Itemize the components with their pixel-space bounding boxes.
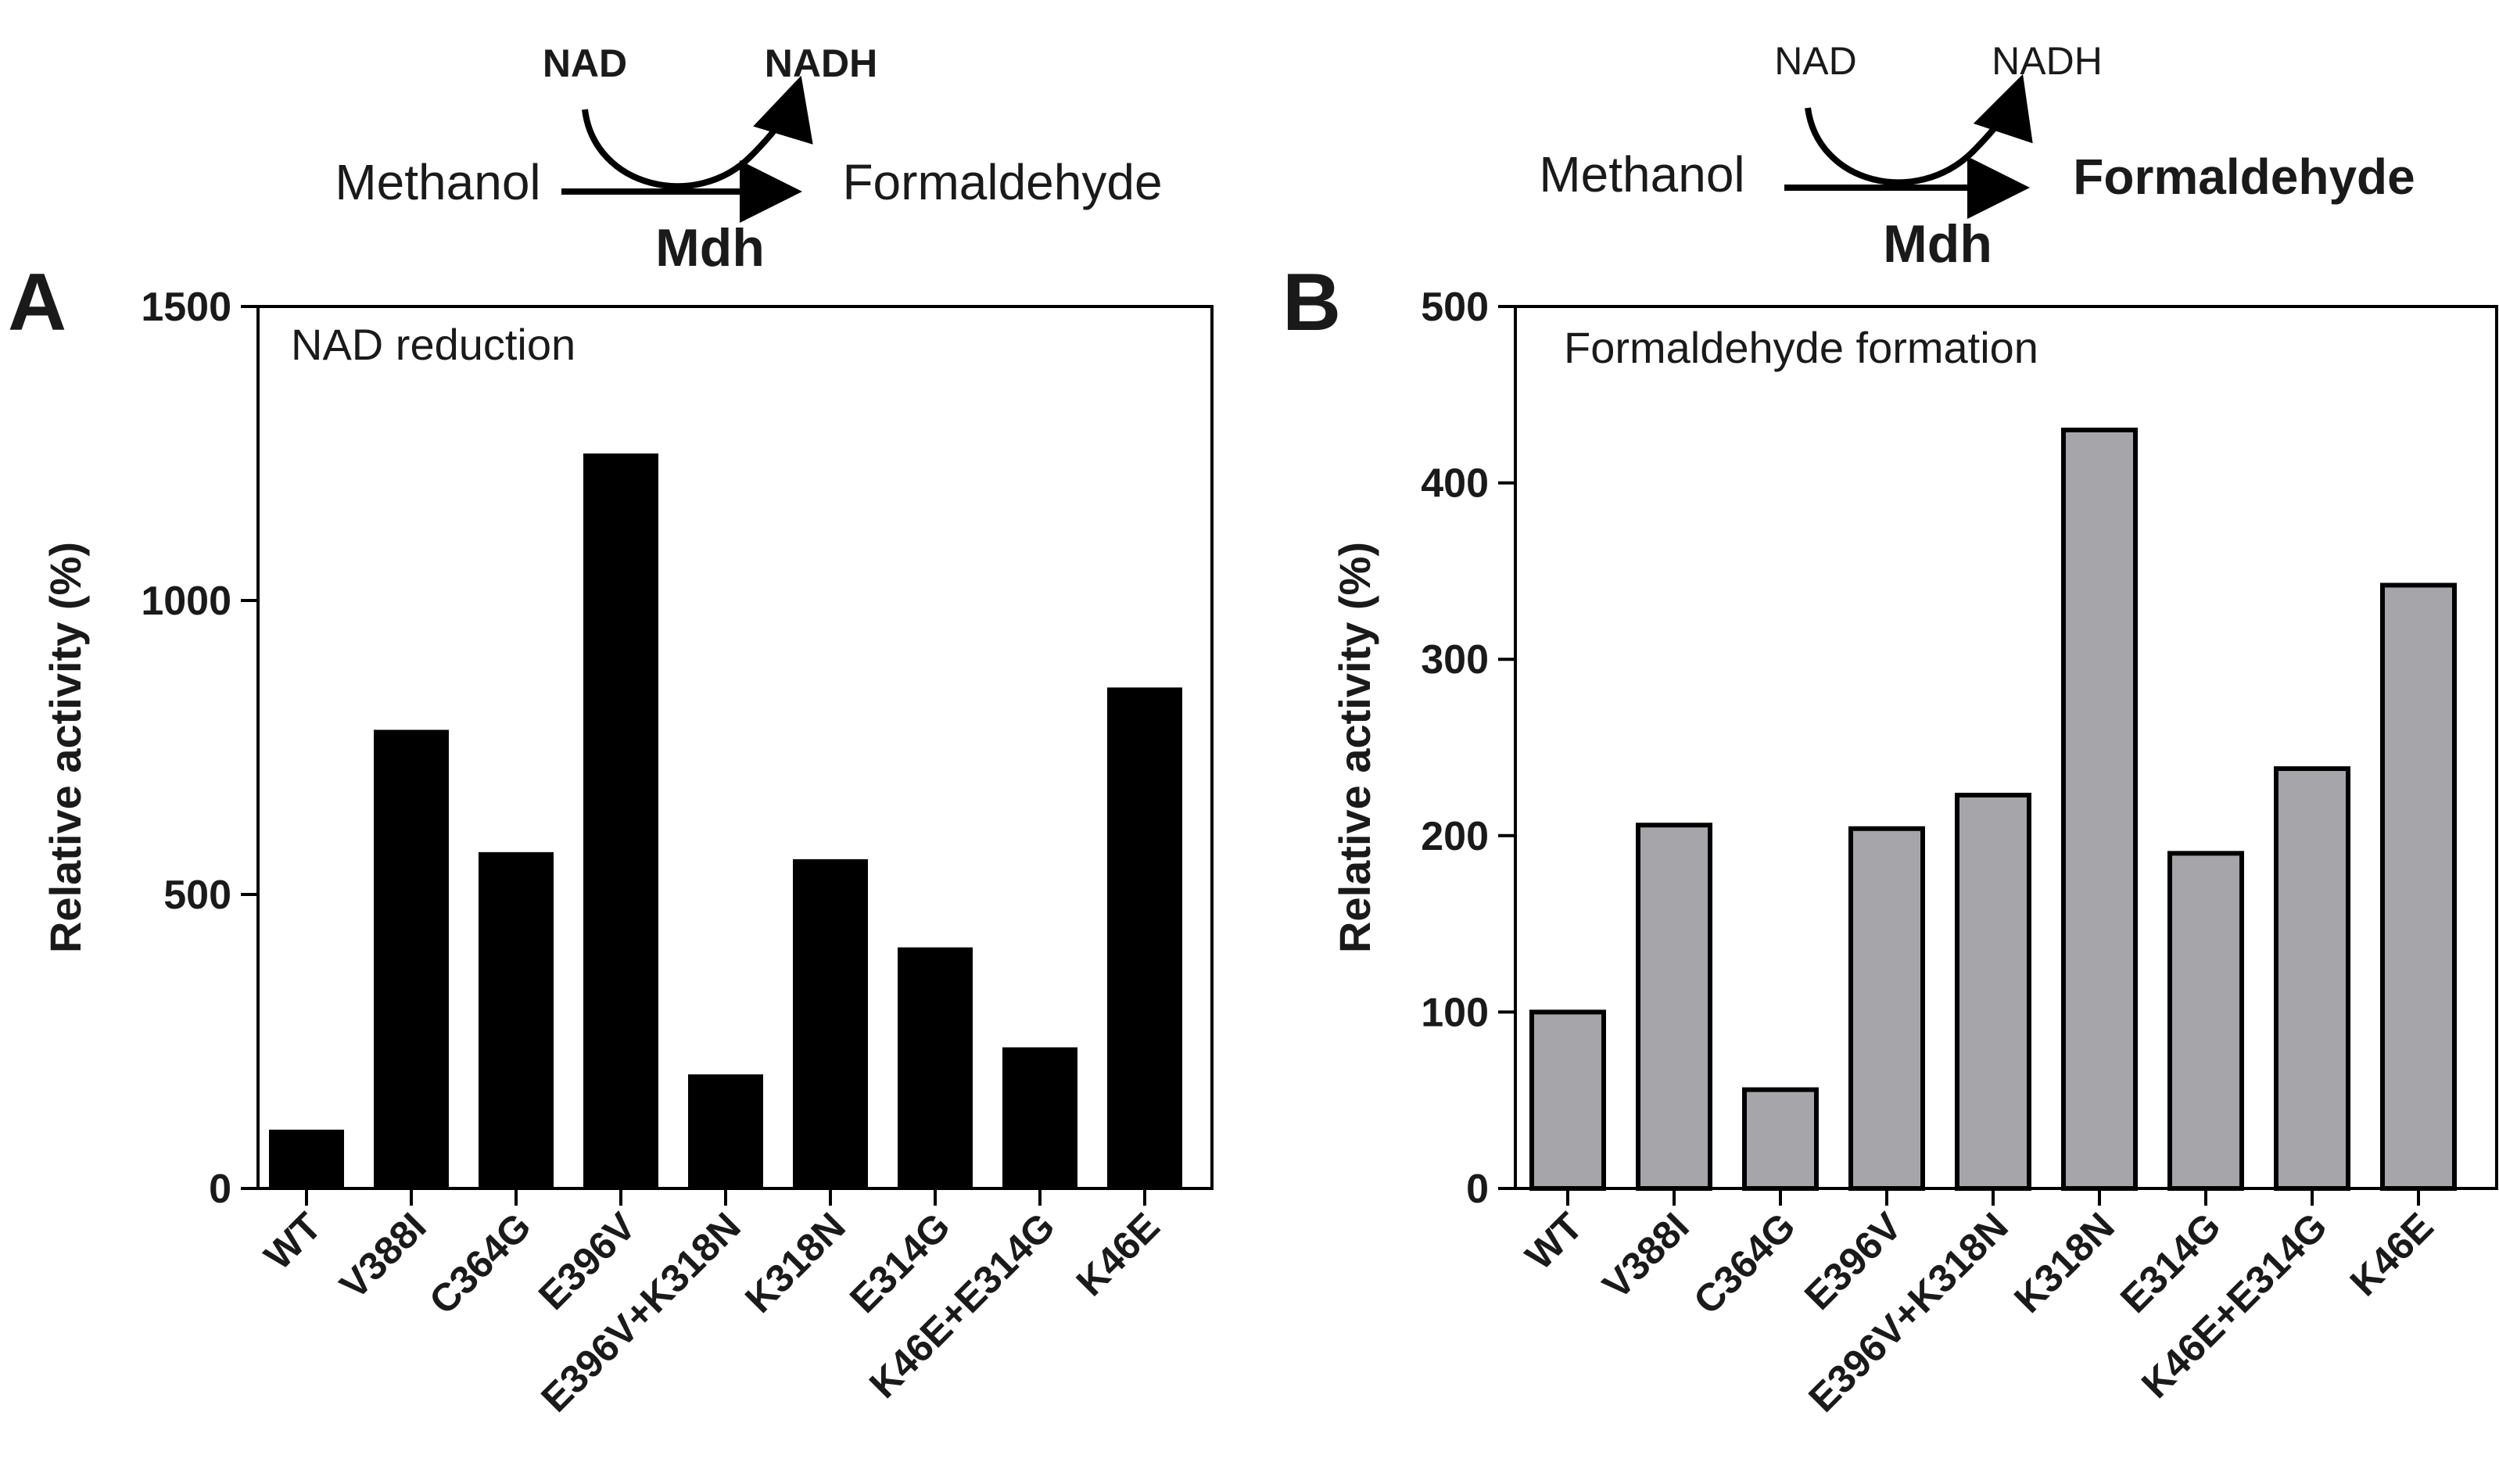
chart-a-bar-e396v (583, 453, 658, 1188)
chart-a-bar-e314g (898, 947, 973, 1188)
scheme-b-cofactor-in: NAD (1774, 39, 1857, 83)
chart-a-bar-k318n (793, 858, 868, 1188)
chart-b-y-axis-label: Relative activity (%) (1330, 542, 1379, 953)
scheme-a-product: Formaldehyde (842, 154, 1162, 210)
chart-a-x-tick-label: K46E+E314G (861, 1204, 1063, 1407)
chart-b-x-tick-label: K318N (2006, 1204, 2123, 1321)
chart-b-y-tick-label: 200 (1421, 814, 1489, 859)
chart-a-x-tick-label: WT (256, 1204, 330, 1278)
chart-b-x-ticks: WT V388IC364GE396VE396V+K318NK318NE314GK4… (1517, 1188, 2442, 1421)
scheme-b-cofactor-arrow (1805, 73, 2033, 186)
chart-b-y-tick-label: 400 (1421, 461, 1489, 507)
panel-letter-a: A (8, 257, 66, 348)
scheme-b-product: Formaldehyde (2073, 149, 2415, 205)
scheme-a-enzyme: Mdh (655, 218, 765, 278)
chart-a-bar-wt (269, 1129, 344, 1188)
chart-b-bar-e396v (1848, 826, 1925, 1191)
chart-b-bar-wt (1529, 1009, 1606, 1192)
chart-b-y-tick-label: 0 (1466, 1167, 1489, 1212)
chart-a-bars (269, 453, 1182, 1188)
chart-a-y-tick-label: 1000 (141, 579, 231, 624)
chart-b-bar-e396v-k318n (1955, 792, 2031, 1191)
chart-a-x-tick-label: V388I (332, 1204, 435, 1307)
chart-a-title: NAD reduction (291, 320, 575, 369)
chart-b-title: Formaldehyde formation (1564, 323, 2038, 372)
chart-a-nad-reduction: NAD reduction Relative activity (%) 0 500… (41, 285, 1214, 1421)
chart-a-x-tick-label: C364G (421, 1204, 540, 1323)
chart-b-x-tick-label: K46E (2342, 1204, 2442, 1304)
panel-letter-b: B (1282, 257, 1341, 348)
chart-b-bar-k46e (2380, 582, 2457, 1191)
chart-b-x-tick-label: C364G (1685, 1204, 1804, 1323)
chart-b-y-tick-label: 500 (1421, 285, 1489, 330)
chart-b-y-tick-label: 300 (1421, 637, 1489, 683)
chart-b-bar-v388i (1636, 823, 1712, 1192)
scheme-b-substrate: Methanol (1539, 146, 1744, 203)
chart-b-bar-k46e-e314g (2274, 766, 2350, 1191)
chart-a-x-ticks: WT V388IC364GE396VE396V+K318NK318NE314GK4… (256, 1188, 1168, 1421)
chart-b-bars (1529, 427, 2457, 1192)
chart-a-y-ticks: 0 500 1000 1500 (141, 285, 258, 1212)
chart-a-bar-k46e (1107, 687, 1182, 1188)
reaction-scheme-a: NAD NADH Methanol Formaldehyde Mdh (335, 41, 1162, 278)
chart-b-x-tick-label: V388I (1594, 1204, 1698, 1307)
chart-b-bar-c364g (1742, 1087, 1819, 1191)
reaction-scheme-b: NAD NADH Methanol Formaldehyde Mdh (1539, 39, 2415, 274)
chart-a-bar-v388i (374, 729, 449, 1188)
chart-a-x-tick-label: K46E (1068, 1204, 1168, 1304)
chart-b-y-ticks: 0 100 200 300 400 500 (1421, 285, 1515, 1212)
scheme-a-cofactor-arrow (582, 75, 813, 190)
scheme-b-cofactor-out: NADH (1992, 39, 2103, 83)
chart-a-y-tick-label: 1500 (141, 285, 231, 330)
chart-b-bar-e314g (2167, 851, 2244, 1191)
chart-b-formaldehyde-formation: Formaldehyde formation Relative activity… (1330, 285, 2498, 1421)
scheme-a-substrate: Methanol (335, 154, 540, 210)
scheme-a-cofactor-in: NAD (543, 41, 627, 85)
chart-a-y-axis-label: Relative activity (%) (41, 542, 90, 953)
chart-a-bar-c364g (479, 851, 554, 1188)
chart-a-y-tick-label: 500 (163, 873, 231, 918)
chart-b-x-tick-label: K46E+E314G (2133, 1204, 2336, 1407)
chart-a-y-tick-label: 0 (209, 1167, 231, 1212)
scheme-b-enzyme: Mdh (1883, 214, 1992, 274)
chart-b-bar-k318n (2061, 427, 2138, 1191)
chart-a-bar-e396v-k318n (688, 1074, 763, 1188)
chart-b-x-tick-label: WT (1517, 1204, 1591, 1278)
chart-a-bar-k46e-e314g (1002, 1047, 1077, 1188)
chart-a-x-tick-label: K318N (737, 1204, 854, 1321)
chart-b-y-tick-label: 100 (1421, 990, 1489, 1035)
scheme-a-cofactor-out: NADH (765, 41, 877, 85)
